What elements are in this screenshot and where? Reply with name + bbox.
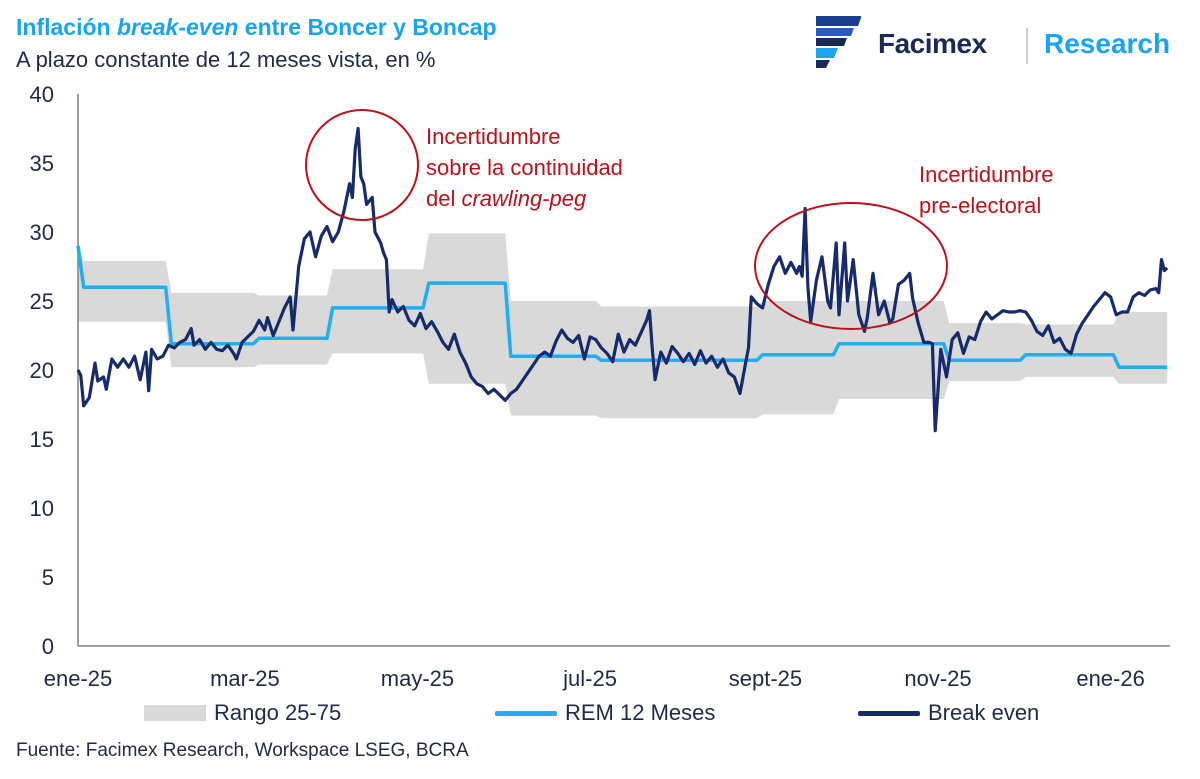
chart-legend: Rango 25-75 REM 12 Meses Break even	[0, 700, 1200, 730]
legend-item-band: Rango 25-75	[144, 700, 341, 726]
chart-title: Inflación break-even entre Boncer y Bonc…	[16, 14, 497, 41]
annotation-text-pre-electoral: Incertidumbre pre-electoral	[919, 162, 1054, 218]
facimex-logo-icon	[816, 16, 862, 68]
legend-item-break-even: Break even	[858, 700, 1039, 726]
x-tick-label: mar-25	[210, 666, 280, 691]
x-tick-label: ene-25	[44, 666, 113, 691]
legend-swatch-rem	[495, 710, 557, 716]
legend-label-rem: REM 12 Meses	[565, 700, 716, 725]
y-tick-label: 25	[30, 289, 54, 314]
y-tick-label: 5	[42, 565, 54, 590]
legend-label-break-even: Break even	[928, 700, 1040, 725]
title-italic: break-even	[116, 14, 239, 40]
x-tick-label: jul-25	[562, 666, 617, 691]
source-note: Fuente: Facimex Research, Workspace LSEG…	[16, 740, 469, 761]
y-tick-label: 10	[30, 496, 54, 521]
legend-swatch-break-even	[858, 710, 920, 716]
logo-divider	[1026, 28, 1028, 64]
annotation-circle-pre-electoral	[754, 202, 948, 330]
x-tick-label: sept-25	[729, 666, 802, 691]
x-tick-label: ene-26	[1076, 666, 1145, 691]
title-part-1: Inflación	[16, 14, 117, 40]
series-line-rem-12-meses	[76, 245, 1168, 369]
annotation-text-crawling-peg: Incertidumbre sobre la continuidad del cra…	[426, 124, 623, 211]
title-part-2: entre Boncer y Boncap	[238, 14, 497, 40]
band-rango-25-75	[78, 233, 1168, 419]
chart-subtitle: A plazo constante de 12 meses vista, en …	[16, 47, 436, 72]
x-tick-label: nov-25	[904, 666, 971, 691]
brand-name: Facimex	[878, 28, 987, 59]
y-tick-label: 0	[42, 634, 54, 659]
legend-swatch-band	[144, 705, 206, 721]
y-tick-label: 20	[30, 358, 54, 383]
brand-division: Research	[1044, 28, 1171, 59]
y-tick-label: 30	[30, 220, 54, 245]
x-tick-label: may-25	[381, 666, 454, 691]
y-tick-label: 35	[30, 151, 54, 176]
series-line-break-even	[76, 126, 1169, 433]
legend-label-band: Rango 25-75	[214, 700, 342, 725]
chart-area: 0 5 10 15 20 25 30 35 40 ene-25 mar-25 may-25 jul-25…	[30, 82, 1170, 691]
legend-item-rem: REM 12 Meses	[495, 700, 715, 726]
facimex-logo: Facimex Research	[814, 14, 1194, 74]
y-tick-label: 40	[30, 82, 54, 107]
y-tick-label: 15	[30, 427, 54, 452]
annotation-circle-crawling-peg	[305, 109, 419, 221]
